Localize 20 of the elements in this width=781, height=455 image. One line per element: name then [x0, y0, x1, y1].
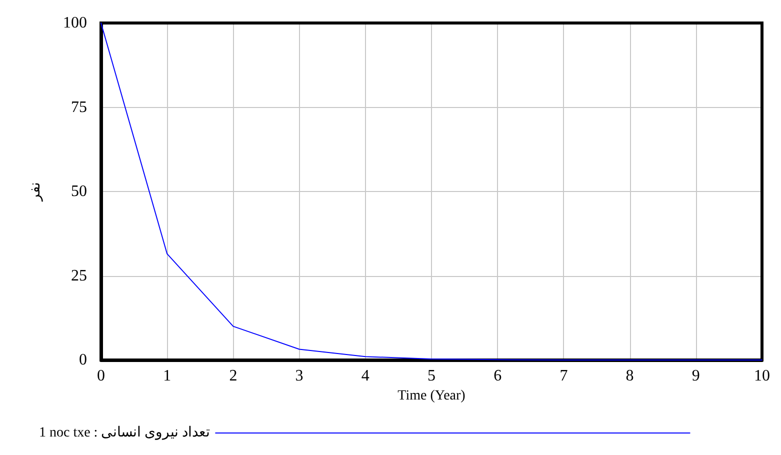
x-tick-label: 7: [560, 368, 568, 384]
x-tick-label: 2: [229, 368, 238, 384]
x-tick-label: 0: [97, 368, 105, 384]
y-tick-label: 25: [71, 267, 87, 284]
x-tick-label: 10: [754, 368, 770, 384]
x-tick-label: 5: [428, 368, 436, 384]
x-tick-label: 3: [295, 368, 304, 384]
y-tick-label: 100: [63, 14, 87, 32]
y-tick-label: 75: [71, 98, 87, 116]
x-tick-label: 1: [163, 368, 172, 384]
x-tick-label: 4: [361, 368, 370, 384]
y-axis-title: نفر: [28, 182, 44, 202]
text: 1 noc txe : تعداد نیروی انسانی: [38, 426, 210, 440]
x-tick-label: 6: [494, 368, 502, 384]
y-tick-label: 0: [79, 352, 87, 368]
x-tick-label: 8: [626, 368, 634, 384]
y-tick-label: 50: [71, 183, 87, 200]
x-axis-title: Time (Year): [398, 388, 466, 404]
x-tick-label: 9: [692, 368, 700, 384]
line-series: [100, 22, 762, 360]
